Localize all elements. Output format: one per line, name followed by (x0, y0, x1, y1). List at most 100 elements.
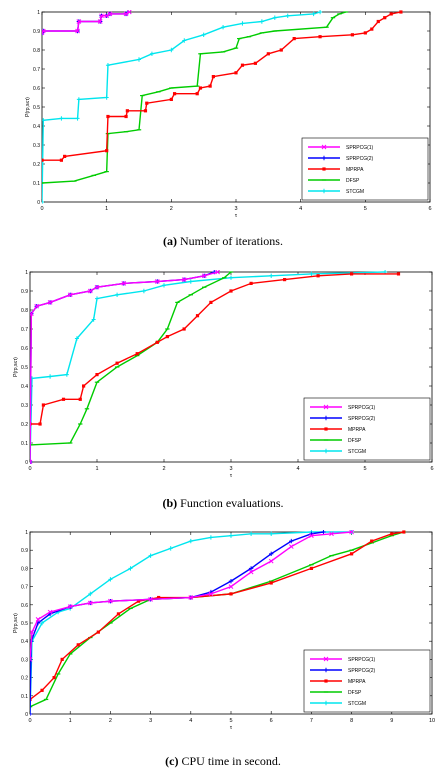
data-point (162, 283, 166, 288)
x-tick-label: 1 (105, 206, 108, 212)
series-line (42, 11, 130, 34)
data-point (182, 327, 186, 331)
y-tick-label: 0.5 (33, 105, 40, 111)
legend-item: MPRPA (308, 167, 364, 173)
y-tick-label: 0 (37, 200, 40, 206)
x-tick-label: 2 (162, 466, 165, 472)
data-point (289, 538, 294, 544)
data-point (350, 33, 354, 37)
data-point (318, 35, 322, 39)
data-point (125, 109, 129, 113)
data-point (74, 336, 79, 341)
data-point (87, 600, 93, 606)
data-point (349, 530, 354, 535)
data-point (228, 584, 234, 589)
data-point (78, 397, 82, 401)
y-tick-label: 0.2 (21, 676, 28, 682)
data-point (208, 591, 214, 597)
data-point (30, 459, 33, 464)
series-stcgm (30, 270, 388, 464)
legend-marker (321, 144, 327, 150)
y-tick-label: 0.9 (21, 548, 28, 554)
data-point (268, 558, 274, 564)
data-point (195, 314, 200, 318)
legend-item: SPRPCG(1) (308, 144, 374, 151)
data-point (292, 37, 296, 41)
data-point (269, 273, 274, 278)
data-point (188, 595, 194, 600)
figure-panel-b: 0 1 2 3 4 5 6 0 0.1 0.2 0.3 0.4 0.5 0.6 0.7 0.8 0.9 1 τ P(r… (0, 258, 446, 516)
data-point (107, 11, 113, 17)
chart-b: 0 1 2 3 4 5 6 0 0.1 0.2 0.3 0.4 0.5 0.6 0.7 0.8 0.9 1 τ P(r… (13, 270, 434, 479)
data-point (75, 28, 80, 34)
data-point (91, 317, 96, 322)
data-point (370, 27, 374, 31)
y-tick-label: 0.5 (21, 621, 28, 627)
y-axis-label: P(rp,s≤τ) (13, 613, 19, 633)
x-tick-label: 7 (310, 718, 313, 724)
data-point (229, 533, 233, 538)
x-tick-label: 2 (170, 206, 173, 212)
legend-marker (323, 667, 329, 673)
legend-marker (324, 448, 328, 454)
legend-item: MPRPA (310, 427, 366, 433)
legend-label: STCGM (348, 701, 366, 707)
y-axis-label: P(rp,s≤τ) (13, 357, 19, 377)
y-tick-label: 0.9 (21, 289, 28, 295)
data-point (182, 38, 187, 43)
data-point (115, 292, 120, 297)
data-point (149, 51, 154, 56)
data-point (30, 311, 34, 317)
y-tick-label: 1 (25, 530, 28, 536)
data-point (208, 535, 213, 540)
x-tick-label: 5 (229, 718, 232, 724)
data-point (198, 86, 203, 90)
data-point (370, 539, 374, 543)
data-point (108, 598, 113, 604)
legend-item: SPRPCG(2) (308, 155, 374, 162)
data-point (390, 532, 394, 536)
data-point (42, 158, 44, 162)
legend-marker (322, 188, 326, 194)
data-point (168, 546, 173, 551)
data-point (136, 599, 141, 603)
series-dfsp (42, 11, 349, 184)
data-point (148, 596, 153, 602)
y-tick-label: 0.4 (21, 639, 28, 645)
data-point (279, 48, 283, 52)
data-point (104, 13, 110, 19)
legend: SPRPCG(1) SPRPCG(2) MPRPA DFSP STCGM (303, 397, 431, 461)
legend-marker (323, 656, 329, 662)
caption-a-label: (a) (163, 234, 177, 248)
data-point (76, 643, 80, 647)
data-point (402, 530, 406, 534)
series-line (42, 11, 347, 184)
legend-marker (324, 700, 328, 706)
data-point (67, 292, 73, 298)
x-tick-label: 2 (109, 718, 112, 724)
data-point (135, 352, 139, 356)
y-tick-label: 0.6 (33, 86, 40, 92)
data-point (47, 300, 53, 305)
series-sprpcg-2- (30, 270, 217, 464)
data-point (34, 303, 40, 309)
data-point (47, 609, 53, 615)
caption-b-label: (b) (162, 496, 178, 510)
data-point (266, 52, 270, 56)
legend-item: SPRPCG(1) (310, 656, 376, 663)
data-point (76, 97, 81, 102)
y-tick-label: 0.3 (21, 657, 28, 663)
data-point (105, 63, 110, 68)
legend-label: SPRPCG(1) (346, 145, 374, 151)
y-tick-label: 0.6 (21, 603, 28, 609)
data-point (169, 97, 173, 101)
data-point (253, 61, 257, 65)
data-point (209, 300, 213, 304)
data-point (137, 57, 141, 62)
y-tick-label: 1 (37, 10, 40, 16)
x-tick-label: 10 (429, 718, 435, 724)
y-tick-label: 0 (25, 712, 28, 718)
data-point (30, 629, 35, 635)
legend-marker (323, 404, 329, 410)
data-point (188, 279, 193, 284)
